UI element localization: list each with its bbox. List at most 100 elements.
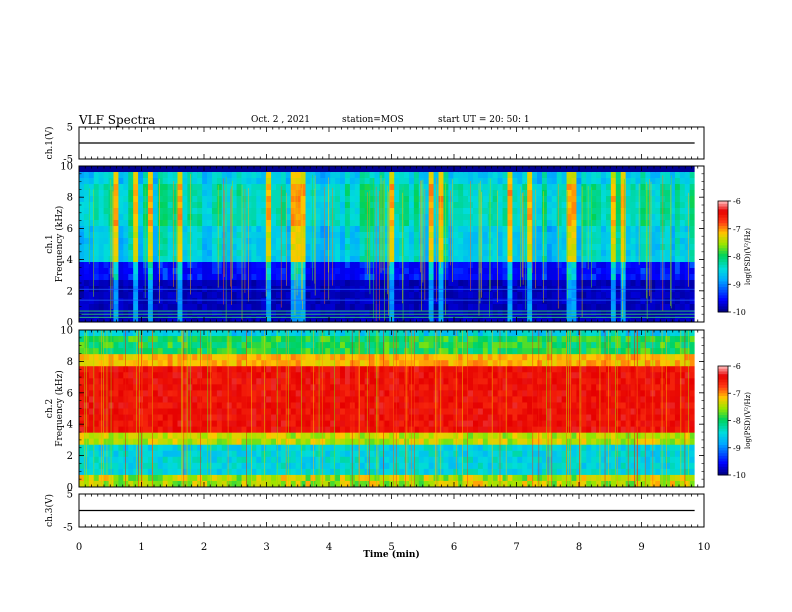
spectrogram-cell [271,274,277,281]
spectrogram-cell [231,196,237,203]
spectrogram-cell [689,232,696,239]
spectrogram-cell [241,462,247,470]
spectrogram-cell [113,378,119,385]
spectrogram-cell [177,166,183,173]
spectrogram-cell [344,214,351,221]
spectrogram-cell [487,298,494,305]
spectrogram-cell [93,408,100,415]
spectrogram-cell [276,390,282,397]
spectrogram-cell [177,474,183,482]
spectrogram-cell [620,202,627,209]
spectrogram-cell [315,462,321,470]
spectrogram-cell [231,214,237,221]
spectrogram-cell [364,190,370,197]
spectrogram-cell [596,274,602,281]
spectrogram-cell [216,268,223,275]
spectrogram-cell [325,304,331,311]
spectrogram-cell [261,238,267,245]
spectrogram-cell [532,208,538,215]
spectrogram-cell [369,178,375,185]
spectrogram-cell [83,232,90,239]
spectrogram-cell [118,432,124,440]
spectrogram-cell [581,208,587,215]
spectrogram-cell [330,414,336,421]
spectrogram-cell [271,384,277,391]
spectrogram-cell [620,166,627,173]
spectrogram-cell [128,166,134,173]
spectrogram-cell [344,172,351,179]
spectrogram-cell [88,342,95,349]
spectrogram-cell [216,184,223,191]
spectrogram-cell [211,360,218,367]
spectrogram-cell [300,196,306,203]
spectrogram-cell [477,226,484,233]
spectrogram-cell [226,396,233,403]
spectrogram-cell [226,414,233,421]
spectrogram-cell [369,366,375,373]
spectrogram-cell [349,280,356,287]
spectrogram-cell [468,298,474,305]
spectrogram-cell [177,214,183,221]
spectrogram-cell [276,336,282,343]
spectrogram-cell [492,166,499,173]
spectrogram-cell [394,268,400,275]
spectrogram-cell [88,178,95,185]
spectrogram-cell [684,166,691,173]
spectrogram-cell [354,366,361,373]
spectrogram-cell [197,280,203,287]
spectrogram-cell [103,298,109,305]
spectrogram-cell [138,480,144,488]
spectrogram-cell [251,166,257,173]
spectrogram-cell [335,414,341,421]
spectrogram-cell [128,208,134,215]
spectrogram-cell [241,202,247,209]
spectrogram-cell [172,468,178,476]
spectrogram-cell [192,372,198,379]
spectrogram-cell [290,292,297,299]
spectrogram-cell [197,268,203,275]
spectrogram-cell [276,480,282,488]
spectrogram-cell [207,190,213,197]
spectrogram-cell [369,208,375,215]
spectrogram-cell [123,336,129,343]
spectrogram-cell [88,456,95,464]
spectrogram-cell [290,390,297,397]
spectrogram-cell [271,354,277,361]
spectrogram-cell [374,214,380,221]
spectrogram-cell [670,256,676,263]
spectrogram-cell [285,292,292,299]
spectrogram-cell [251,420,257,428]
spectrogram-cell [271,396,277,403]
spectrogram-cell [610,310,617,317]
spectrogram-cell [231,402,237,409]
spectrogram-cell [354,214,361,221]
spectrogram-cell [463,220,469,227]
spectrogram-cell [256,244,262,251]
spectrogram-cell [192,226,198,233]
spectrogram-cell [394,232,400,239]
spectrogram-cell [679,316,686,323]
spectrogram-cell [266,208,272,215]
spectrogram-cell [507,250,513,257]
spectrogram-cell [586,238,592,245]
spectrogram-cell [290,184,297,191]
spectrogram-cell [310,310,316,317]
spectrogram-cell [182,426,188,434]
spectrogram-cell [684,274,691,281]
spectrogram-cell [295,304,302,311]
spectrogram-cell [246,342,252,349]
spectrogram-cell [581,244,587,251]
spectrogram-cell [285,280,292,287]
spectrogram-cell [93,456,100,464]
spectrogram-cell [118,366,124,373]
spectrogram-cell [266,184,272,191]
spectrogram-cell [670,172,676,179]
spectrogram-cell [551,232,558,239]
spectrogram-cell [157,226,164,233]
spectrogram-cell [192,172,198,179]
spectrogram-cell [615,202,622,209]
spectrogram-cell [216,256,223,263]
spectrogram-cell [408,280,415,287]
spectrogram-cell [182,250,188,257]
spectrogram-cell [586,214,592,221]
